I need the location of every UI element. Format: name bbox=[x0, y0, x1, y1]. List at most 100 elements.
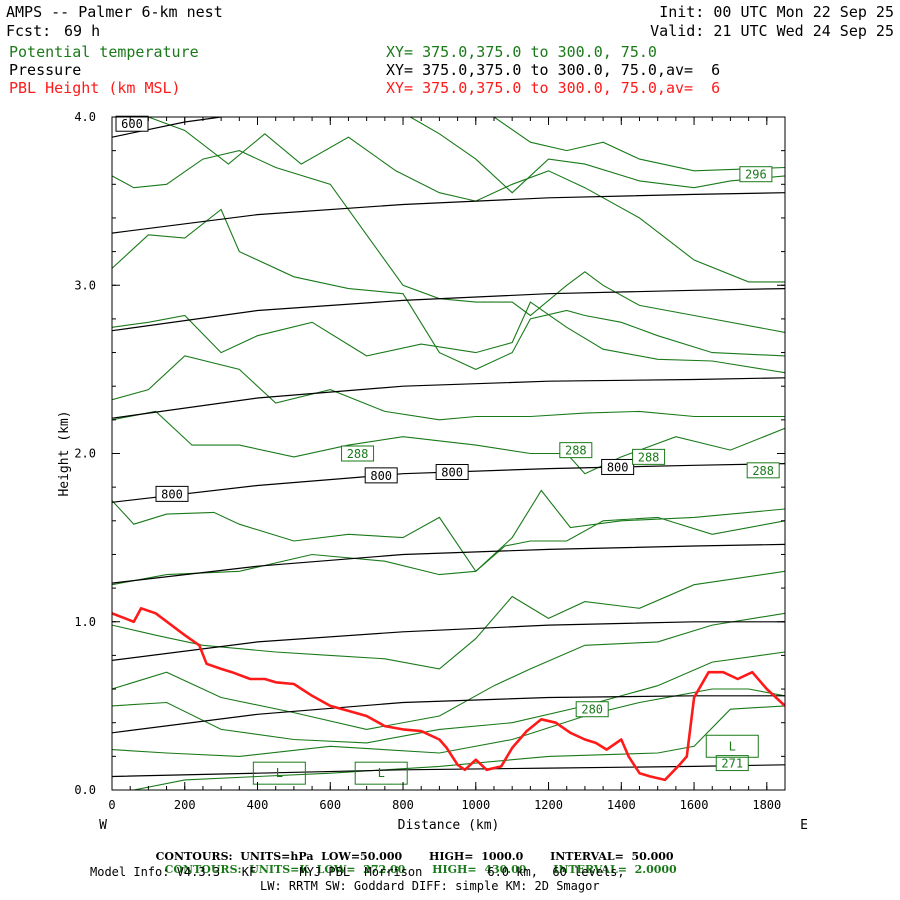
pressure-label-2: 800 bbox=[364, 467, 398, 484]
low-marker-1: L bbox=[354, 761, 408, 785]
theta-label-0: 296 bbox=[739, 166, 773, 183]
model-info-line-2: LW: RRTM SW: Goddard DIFF: simple KM: 2D… bbox=[260, 879, 600, 893]
theta-contour-3 bbox=[112, 612, 785, 730]
x-tick-label-9: 1800 bbox=[752, 798, 781, 812]
x-tick-label-3: 600 bbox=[319, 798, 341, 812]
theta-label-5-box bbox=[575, 701, 609, 718]
init-time: Init: 00 UTC Mon 22 Sep 25 bbox=[659, 3, 894, 21]
forecast-hour: 69 h bbox=[64, 22, 101, 40]
y-tick-label-1: 1.0 bbox=[74, 615, 96, 629]
theta-label-3-text: 288 bbox=[638, 450, 660, 464]
y-tick-label-4: 4.0 bbox=[74, 110, 96, 124]
low-marker-box-1 bbox=[354, 761, 408, 785]
theta-contour-10 bbox=[112, 208, 785, 371]
pressure-low: 50.000 bbox=[360, 850, 403, 863]
pressure-label-1-text: 800 bbox=[161, 487, 183, 501]
theta-label-1: 288 bbox=[341, 445, 375, 462]
theta-contour-2 bbox=[112, 651, 785, 744]
pressure-contour-6 bbox=[112, 288, 785, 332]
theta-label-6-text: 271 bbox=[721, 757, 743, 771]
theta-contour-0 bbox=[112, 705, 785, 790]
x-tick-label-7: 1400 bbox=[607, 798, 636, 812]
theta-interval: 2.0000 bbox=[634, 863, 677, 876]
pressure-label-4: 800 bbox=[601, 458, 635, 475]
theta-label-6-box bbox=[715, 755, 749, 772]
theta-label-2-box bbox=[559, 442, 593, 459]
pressure-label-3: 800 bbox=[435, 464, 469, 481]
pressure-label-1: 800 bbox=[155, 485, 189, 502]
field-theta-xy: XY= 375.0,375.0 to 300.0, 75.0 bbox=[386, 43, 657, 61]
pressure-interval-label: INTERVAL= bbox=[550, 850, 624, 863]
pressure-contour-1 bbox=[112, 764, 785, 778]
pressure-contour-3 bbox=[112, 543, 785, 584]
plot-title: AMPS -- Palmer 6-km nest bbox=[6, 3, 223, 21]
valid-time: Valid: 21 UTC Wed 24 Sep 25 bbox=[650, 22, 894, 40]
theta-contour-8 bbox=[112, 355, 785, 421]
theta-label-0-box bbox=[739, 166, 773, 183]
pressure-high-label: HIGH= bbox=[428, 850, 474, 863]
theta-contour-4 bbox=[112, 570, 785, 670]
axes: 0 200 400 600 800 1000 1200 1400 1600 1800 0.0 1.0 2… bbox=[57, 110, 808, 833]
pbl-height-line bbox=[112, 607, 785, 782]
theta-label-3-box bbox=[632, 448, 666, 465]
pressure-contour-info: CONTOURS: UNITS=hPa LOW=50.000 HIGH= 100… bbox=[148, 839, 674, 863]
theta-contours bbox=[112, 117, 785, 790]
x-tick-label-5: 1000 bbox=[461, 798, 490, 812]
field-theta-name: Potential temperature bbox=[9, 43, 199, 61]
field-pressure-xy: XY= 375.0,375.0 to 300.0, 75.0,av= 6 bbox=[386, 61, 721, 79]
pressure-label-1-box bbox=[155, 485, 189, 502]
theta-label-4-text: 288 bbox=[752, 464, 774, 478]
theta-label-6: 271 bbox=[715, 755, 749, 772]
low-marker-text-2: L bbox=[729, 739, 736, 753]
east-label: E bbox=[800, 818, 808, 833]
theta-contour-7 bbox=[112, 410, 785, 475]
theta-label-2-text: 288 bbox=[565, 444, 587, 458]
pressure-contour-4 bbox=[112, 463, 785, 503]
model-info-line-1: Model Info: V4.3.3 KF MYJ PBL Morrison 6… bbox=[90, 865, 625, 879]
low-marker-2: L bbox=[705, 734, 759, 758]
theta-high-label: HIGH= bbox=[432, 863, 477, 876]
x-tick-label-6: 1200 bbox=[534, 798, 563, 812]
pressure-contours bbox=[112, 117, 785, 778]
pressure-label-2-text: 800 bbox=[370, 469, 392, 483]
forecast-label: Fcst: bbox=[6, 22, 52, 40]
theta-interval-label: INTERVAL= bbox=[553, 863, 627, 876]
field-pbl-xy: XY= 375.0,375.0 to 300.0, 75.0,av= 6 bbox=[386, 79, 721, 97]
pressure-label-4-box bbox=[601, 458, 635, 475]
y-tick-label-2: 2.0 bbox=[74, 447, 96, 461]
pressure-label-0-text: 600 bbox=[121, 117, 143, 131]
pressure-contour-7 bbox=[112, 192, 785, 234]
theta-contour-9 bbox=[112, 301, 785, 374]
theta-label-5-text: 280 bbox=[581, 703, 603, 717]
x-tick-label-4: 800 bbox=[392, 798, 414, 812]
y-tick-label-3: 3.0 bbox=[74, 278, 96, 292]
theta-contour-12 bbox=[148, 117, 785, 283]
theta-low-label: LOW= bbox=[316, 863, 356, 876]
y-axis-title: Height (km) bbox=[57, 410, 72, 496]
pressure-label-4-text: 800 bbox=[607, 460, 629, 474]
theta-label-4-box bbox=[746, 462, 780, 479]
x-tick-label-1: 200 bbox=[174, 798, 196, 812]
x-tick-label-0: 0 bbox=[108, 798, 115, 812]
theta-contour-14 bbox=[493, 117, 785, 172]
plot-frame bbox=[111, 116, 786, 791]
contour-labels: 600 800 800 800 800 296 288 288 288 288 280 271 L L L bbox=[115, 115, 780, 785]
theta-contour-1 bbox=[112, 688, 785, 757]
theta-contour-5 bbox=[112, 516, 785, 586]
pbl-height-series bbox=[112, 607, 785, 782]
low-marker-box-2 bbox=[705, 734, 759, 758]
theta-high: 430.00 bbox=[484, 863, 527, 876]
pressure-low-label: LOW= bbox=[321, 850, 361, 863]
y-tick-label-0: 0.0 bbox=[74, 783, 96, 797]
pressure-contour-5 bbox=[112, 377, 785, 419]
west-label: W bbox=[99, 818, 107, 833]
pressure-label-0: 600 bbox=[115, 115, 149, 132]
field-pbl-name: PBL Height (km MSL) bbox=[9, 79, 181, 97]
low-marker-text-0: L bbox=[276, 766, 283, 780]
theta-low: 272.00 bbox=[363, 863, 406, 876]
x-tick-label-2: 400 bbox=[247, 798, 269, 812]
theta-contour-11 bbox=[112, 150, 785, 333]
pressure-high: 1000.0 bbox=[481, 850, 524, 863]
x-tick-label-8: 1600 bbox=[680, 798, 709, 812]
